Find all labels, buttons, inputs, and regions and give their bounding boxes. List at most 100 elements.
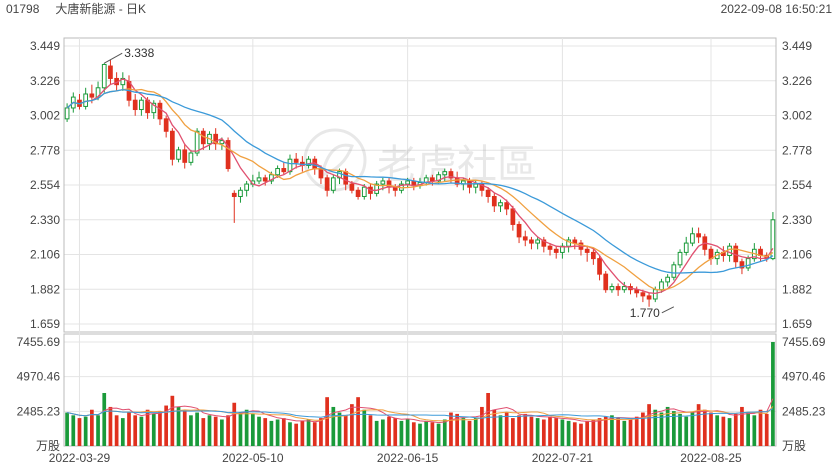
volume-tick-label-left: 万股 <box>36 439 60 453</box>
volume-bar <box>207 415 212 446</box>
date-tick-label: 2022-08-25 <box>680 451 742 465</box>
volume-tick-label-left: 4970.46 <box>17 370 61 384</box>
volume-bar <box>244 409 249 446</box>
volume-bar <box>306 419 311 446</box>
candle-up <box>405 180 410 185</box>
candle-down <box>504 202 510 210</box>
candle-up <box>176 149 181 160</box>
volume-bar <box>727 418 732 446</box>
candle-down <box>430 177 435 182</box>
candle-up <box>151 102 157 114</box>
candle-up <box>330 177 336 191</box>
price-tick-label-right: 1.659 <box>782 317 812 331</box>
price-tick-label-right: 3.002 <box>782 109 812 123</box>
volume-bar <box>164 405 169 446</box>
candle-down <box>584 248 590 253</box>
candle-up <box>683 242 689 253</box>
volume-bar <box>343 415 348 446</box>
candle-up <box>609 286 615 291</box>
moving-averages <box>66 78 774 295</box>
candle-up <box>677 251 683 266</box>
volume-bar <box>702 409 707 446</box>
candle-up <box>238 189 243 197</box>
annotation-high-label: 3.338 <box>124 46 154 60</box>
date-tick-label: 2022-07-21 <box>532 451 594 465</box>
annotation-leader <box>104 52 123 64</box>
candle-down <box>349 183 355 191</box>
candle-down <box>739 261 745 269</box>
volume-ma5-line <box>66 398 774 424</box>
ma5-line <box>66 78 774 295</box>
volume-bar <box>665 406 670 446</box>
candle-up <box>652 289 658 300</box>
candle-up <box>275 168 280 176</box>
volume-bar <box>597 418 602 446</box>
volume-bar <box>77 418 82 446</box>
volume-bar <box>368 415 373 446</box>
volume-tick-label-right: 4970.46 <box>782 370 826 384</box>
candle-up <box>671 264 677 278</box>
volume-bar <box>771 342 775 446</box>
volume-bar <box>436 423 441 446</box>
candle-down <box>213 133 219 145</box>
volume-bar <box>671 411 676 446</box>
volume-bar <box>690 412 695 446</box>
candle-up <box>361 186 367 197</box>
volume-bar <box>535 418 540 446</box>
volume-tick-label-right: 万股 <box>782 439 806 453</box>
volume-bar <box>560 419 565 446</box>
volume-bar <box>102 392 107 446</box>
candle-down <box>281 168 287 173</box>
candle-down <box>163 118 169 132</box>
volume-bar <box>213 416 218 446</box>
candle-down <box>603 273 609 291</box>
volume-bar <box>529 416 534 446</box>
volume-bar <box>461 418 466 446</box>
volume-bar <box>331 406 336 446</box>
candle-up <box>256 177 262 182</box>
volume-bar <box>145 409 150 446</box>
chart-timestamp: 2022-09-08 16:50:21 <box>720 2 832 16</box>
volume-tick-label-left: 2485.23 <box>17 404 61 418</box>
volume-bar <box>96 415 100 446</box>
candle-down <box>541 239 547 247</box>
price-tick-label-right: 1.882 <box>782 282 812 296</box>
price-tick-label-left: 1.882 <box>30 282 60 296</box>
price-tick-label-right: 3.449 <box>782 39 812 53</box>
volume-bar <box>449 412 453 446</box>
candle-up <box>306 158 311 166</box>
volume-bar <box>201 418 206 446</box>
volume-bar <box>275 419 280 446</box>
volume-bar <box>114 415 119 446</box>
price-tick-label-left: 2.106 <box>30 248 60 262</box>
volume-bar <box>628 419 633 446</box>
volume-bar <box>572 422 577 446</box>
volume-bar <box>90 409 94 446</box>
candle-up <box>621 286 627 291</box>
volume-bar <box>622 420 627 446</box>
volume-bar <box>176 406 181 446</box>
volume-bar <box>71 415 76 446</box>
volume-bar <box>300 420 305 446</box>
volume-bar <box>764 413 769 446</box>
volume-bars <box>65 342 775 446</box>
volume-bar <box>182 411 187 446</box>
volume-bar <box>548 416 552 446</box>
candle-down <box>522 236 528 241</box>
candle-up <box>83 93 89 107</box>
candle-up <box>139 99 144 111</box>
candle-up <box>473 183 479 188</box>
price-tick-label-left: 2.778 <box>30 143 60 157</box>
candle-down <box>355 189 361 197</box>
candle-up <box>219 140 225 145</box>
volume-ma20-line <box>66 408 774 420</box>
volume-bar <box>424 420 429 446</box>
price-panel-frame <box>63 37 777 333</box>
volume-bar <box>486 392 490 446</box>
volume-bar <box>337 412 342 446</box>
price-tick-label-right: 2.330 <box>782 213 812 227</box>
candle-up <box>535 239 540 244</box>
candle-down <box>516 223 522 238</box>
volume-bar <box>325 397 329 446</box>
volume-bar <box>393 418 398 446</box>
